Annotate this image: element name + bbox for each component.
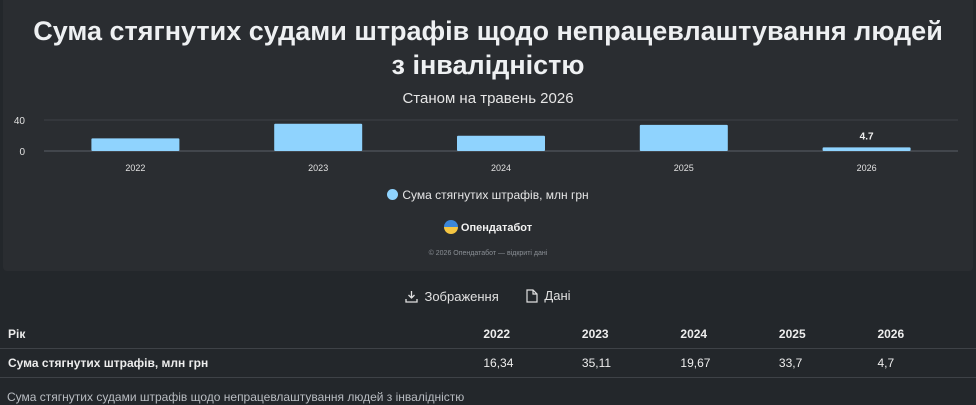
table-row: Сума стягнутих штрафів, млн грн 16,34 35…: [0, 348, 976, 378]
copyright-text: © 2026 Опендатабот — відкриті дані: [428, 250, 548, 257]
y-tick-label: 0: [19, 147, 25, 158]
bar-2024: [457, 135, 545, 151]
brand-name: Опендатабот: [460, 222, 533, 234]
bar-2023: [274, 123, 363, 151]
table-header-year: 2022: [483, 320, 582, 349]
download-icon: [405, 290, 419, 303]
legend-swatch: [387, 189, 399, 200]
bar-chart: 40 0 2022 2023 2024 2025 2026 4.7: [14, 116, 958, 173]
table-cell: 19,67: [680, 348, 779, 378]
table-caption: Сума стягнутих судами штрафів щодо непра…: [7, 390, 465, 404]
table-header-year: 2026: [877, 320, 976, 349]
download-image-label: Зображення: [424, 288, 499, 304]
x-tick-label: 2023: [308, 163, 328, 173]
table-header-year: 2025: [778, 320, 878, 349]
table-header-label: Рік: [0, 320, 484, 349]
table-header-year: 2024: [680, 320, 779, 349]
chart-title: Сума стягнутих судами штрафів щодо непра…: [33, 16, 943, 80]
chart-legend[interactable]: Сума стягнутих штрафів, млн грн: [0, 188, 976, 202]
chart-card: [3, 0, 973, 271]
file-icon: [526, 288, 539, 303]
chart-subtitle: Станом на травень 2026: [402, 90, 574, 107]
x-tick-label: 2025: [674, 163, 694, 173]
table-cell: 4,7: [877, 348, 976, 378]
x-tick-label: 2024: [491, 163, 511, 173]
x-tick-label: 2022: [125, 163, 145, 173]
table-cell: 16,34: [483, 348, 582, 378]
actions-bar: Зображення Дані: [0, 288, 976, 306]
table-header-row: Рік 2022 2023 2024 2025 2026: [0, 320, 976, 349]
bar-2025: [639, 124, 728, 151]
table-row-label: Сума стягнутих штрафів, млн грн: [0, 348, 484, 378]
y-tick-label: 40: [14, 116, 26, 127]
download-data-label: Дані: [544, 288, 571, 303]
data-table: Рік 2022 2023 2024 2025 2026 Сума стягну…: [0, 320, 976, 378]
brand-logo: Опендатабот: [0, 220, 976, 234]
download-image-button[interactable]: Зображення: [405, 288, 499, 304]
bar-2026: [822, 147, 911, 151]
x-tick-label: 2026: [857, 163, 877, 173]
ukraine-flag-icon: [443, 220, 458, 234]
table-cell: 33,7: [778, 348, 878, 378]
bar-2022: [91, 138, 180, 151]
download-data-button[interactable]: Дані: [526, 288, 571, 303]
table-header-year: 2023: [581, 320, 681, 349]
legend-label: Сума стягнутих штрафів, млн грн: [402, 188, 589, 202]
table-cell: 35,11: [581, 348, 681, 378]
data-label: 4.7: [860, 131, 874, 142]
